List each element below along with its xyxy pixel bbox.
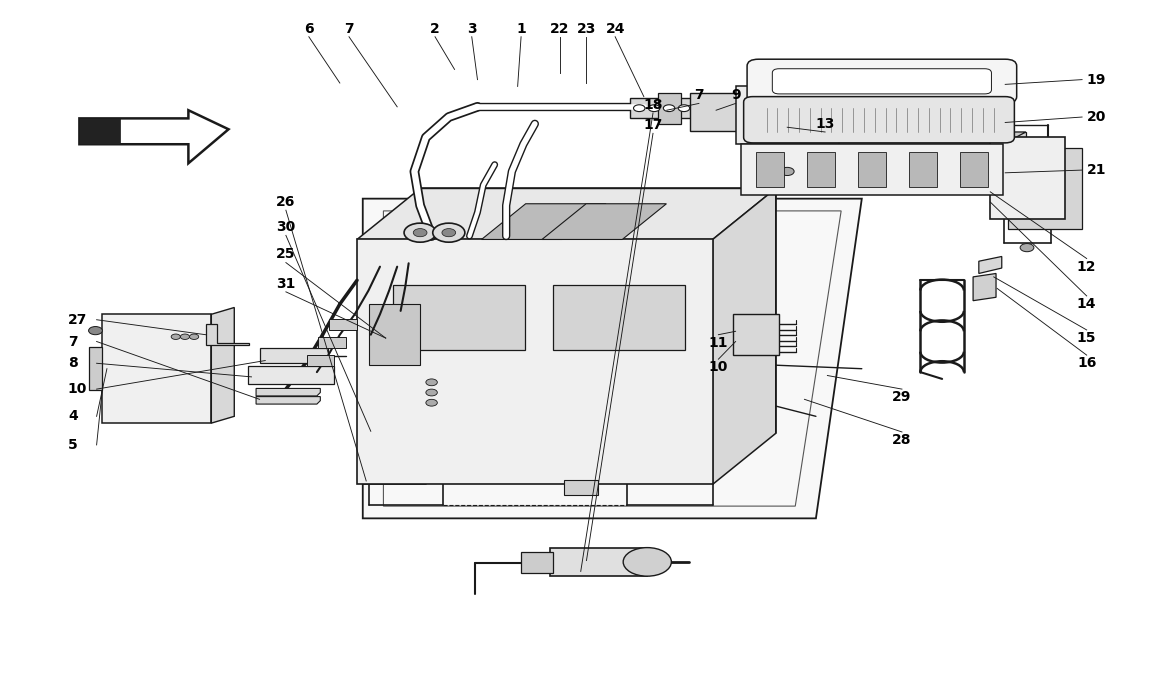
Text: 8: 8	[68, 357, 78, 370]
Text: 11: 11	[708, 336, 728, 350]
FancyBboxPatch shape	[773, 69, 991, 94]
Bar	[690, 93, 742, 130]
Bar	[392, 285, 524, 350]
Polygon shape	[742, 132, 1026, 144]
Bar	[319, 337, 345, 348]
Polygon shape	[973, 273, 996, 301]
Text: 14: 14	[1076, 297, 1096, 311]
Bar	[807, 152, 835, 187]
Bar	[368, 304, 420, 365]
Text: 26: 26	[276, 195, 296, 209]
Polygon shape	[79, 110, 229, 163]
Polygon shape	[713, 189, 776, 484]
Bar	[521, 552, 553, 574]
Polygon shape	[757, 96, 859, 154]
Polygon shape	[89, 347, 102, 391]
Polygon shape	[256, 397, 321, 404]
Text: 10: 10	[68, 382, 87, 396]
Polygon shape	[256, 389, 321, 396]
Text: 21: 21	[1087, 163, 1106, 177]
Bar	[858, 152, 886, 187]
Text: 30: 30	[276, 220, 296, 234]
Circle shape	[426, 389, 437, 396]
Circle shape	[442, 229, 455, 237]
Text: 5: 5	[68, 438, 78, 452]
Text: 25: 25	[276, 247, 296, 262]
Circle shape	[634, 104, 645, 111]
Bar	[564, 479, 598, 494]
Bar	[630, 98, 697, 118]
Circle shape	[1020, 244, 1034, 252]
Bar	[248, 366, 335, 384]
Text: 7: 7	[695, 88, 704, 102]
Text: 23: 23	[577, 22, 596, 36]
Polygon shape	[206, 324, 250, 345]
Circle shape	[781, 167, 795, 176]
Text: 16: 16	[1076, 357, 1096, 370]
Polygon shape	[356, 240, 713, 484]
Text: 7: 7	[68, 335, 77, 348]
Text: 10: 10	[708, 361, 728, 374]
Circle shape	[426, 400, 437, 406]
Polygon shape	[482, 204, 606, 240]
Text: 12: 12	[1076, 260, 1096, 274]
Polygon shape	[356, 189, 776, 240]
Text: 2: 2	[430, 22, 440, 36]
Circle shape	[404, 223, 436, 242]
Polygon shape	[362, 199, 861, 518]
FancyBboxPatch shape	[748, 59, 1017, 103]
Text: 4: 4	[68, 409, 78, 423]
Polygon shape	[742, 144, 1003, 195]
Polygon shape	[79, 118, 120, 144]
Text: 20: 20	[1087, 110, 1106, 124]
Circle shape	[664, 104, 675, 111]
Bar	[553, 285, 684, 350]
Text: 19: 19	[1087, 72, 1106, 87]
Text: 7: 7	[344, 22, 354, 36]
Circle shape	[649, 104, 660, 111]
Bar	[910, 152, 937, 187]
Bar	[757, 152, 784, 187]
Polygon shape	[736, 87, 838, 144]
Text: 31: 31	[276, 277, 296, 291]
Bar	[658, 93, 681, 124]
Polygon shape	[542, 204, 667, 240]
Circle shape	[190, 334, 199, 339]
Polygon shape	[990, 137, 1065, 219]
Text: 29: 29	[892, 390, 912, 404]
Polygon shape	[102, 314, 212, 423]
Text: 6: 6	[304, 22, 314, 36]
Circle shape	[623, 548, 672, 576]
Polygon shape	[979, 257, 1002, 273]
Polygon shape	[212, 307, 235, 423]
Text: 1: 1	[516, 22, 526, 36]
Text: 28: 28	[892, 433, 912, 447]
Bar	[330, 319, 356, 330]
Polygon shape	[765, 132, 1026, 183]
Text: 18: 18	[643, 98, 662, 112]
Circle shape	[89, 326, 102, 335]
Circle shape	[413, 229, 427, 237]
Text: 17: 17	[643, 118, 662, 133]
Polygon shape	[383, 211, 841, 506]
Circle shape	[432, 223, 465, 242]
Text: 27: 27	[68, 313, 87, 326]
FancyBboxPatch shape	[744, 96, 1014, 143]
Text: 15: 15	[1076, 331, 1096, 345]
Circle shape	[171, 334, 181, 339]
Text: 22: 22	[551, 22, 570, 36]
Circle shape	[181, 334, 190, 339]
Text: 13: 13	[815, 117, 835, 131]
Polygon shape	[1007, 148, 1082, 229]
Bar	[550, 548, 647, 576]
Text: 9: 9	[730, 88, 741, 102]
Bar	[960, 152, 988, 187]
Circle shape	[426, 379, 437, 386]
Text: 24: 24	[605, 22, 624, 36]
Bar	[307, 355, 335, 366]
Text: 3: 3	[467, 22, 476, 36]
Bar	[734, 314, 780, 355]
Bar	[260, 348, 329, 363]
Circle shape	[678, 104, 690, 111]
